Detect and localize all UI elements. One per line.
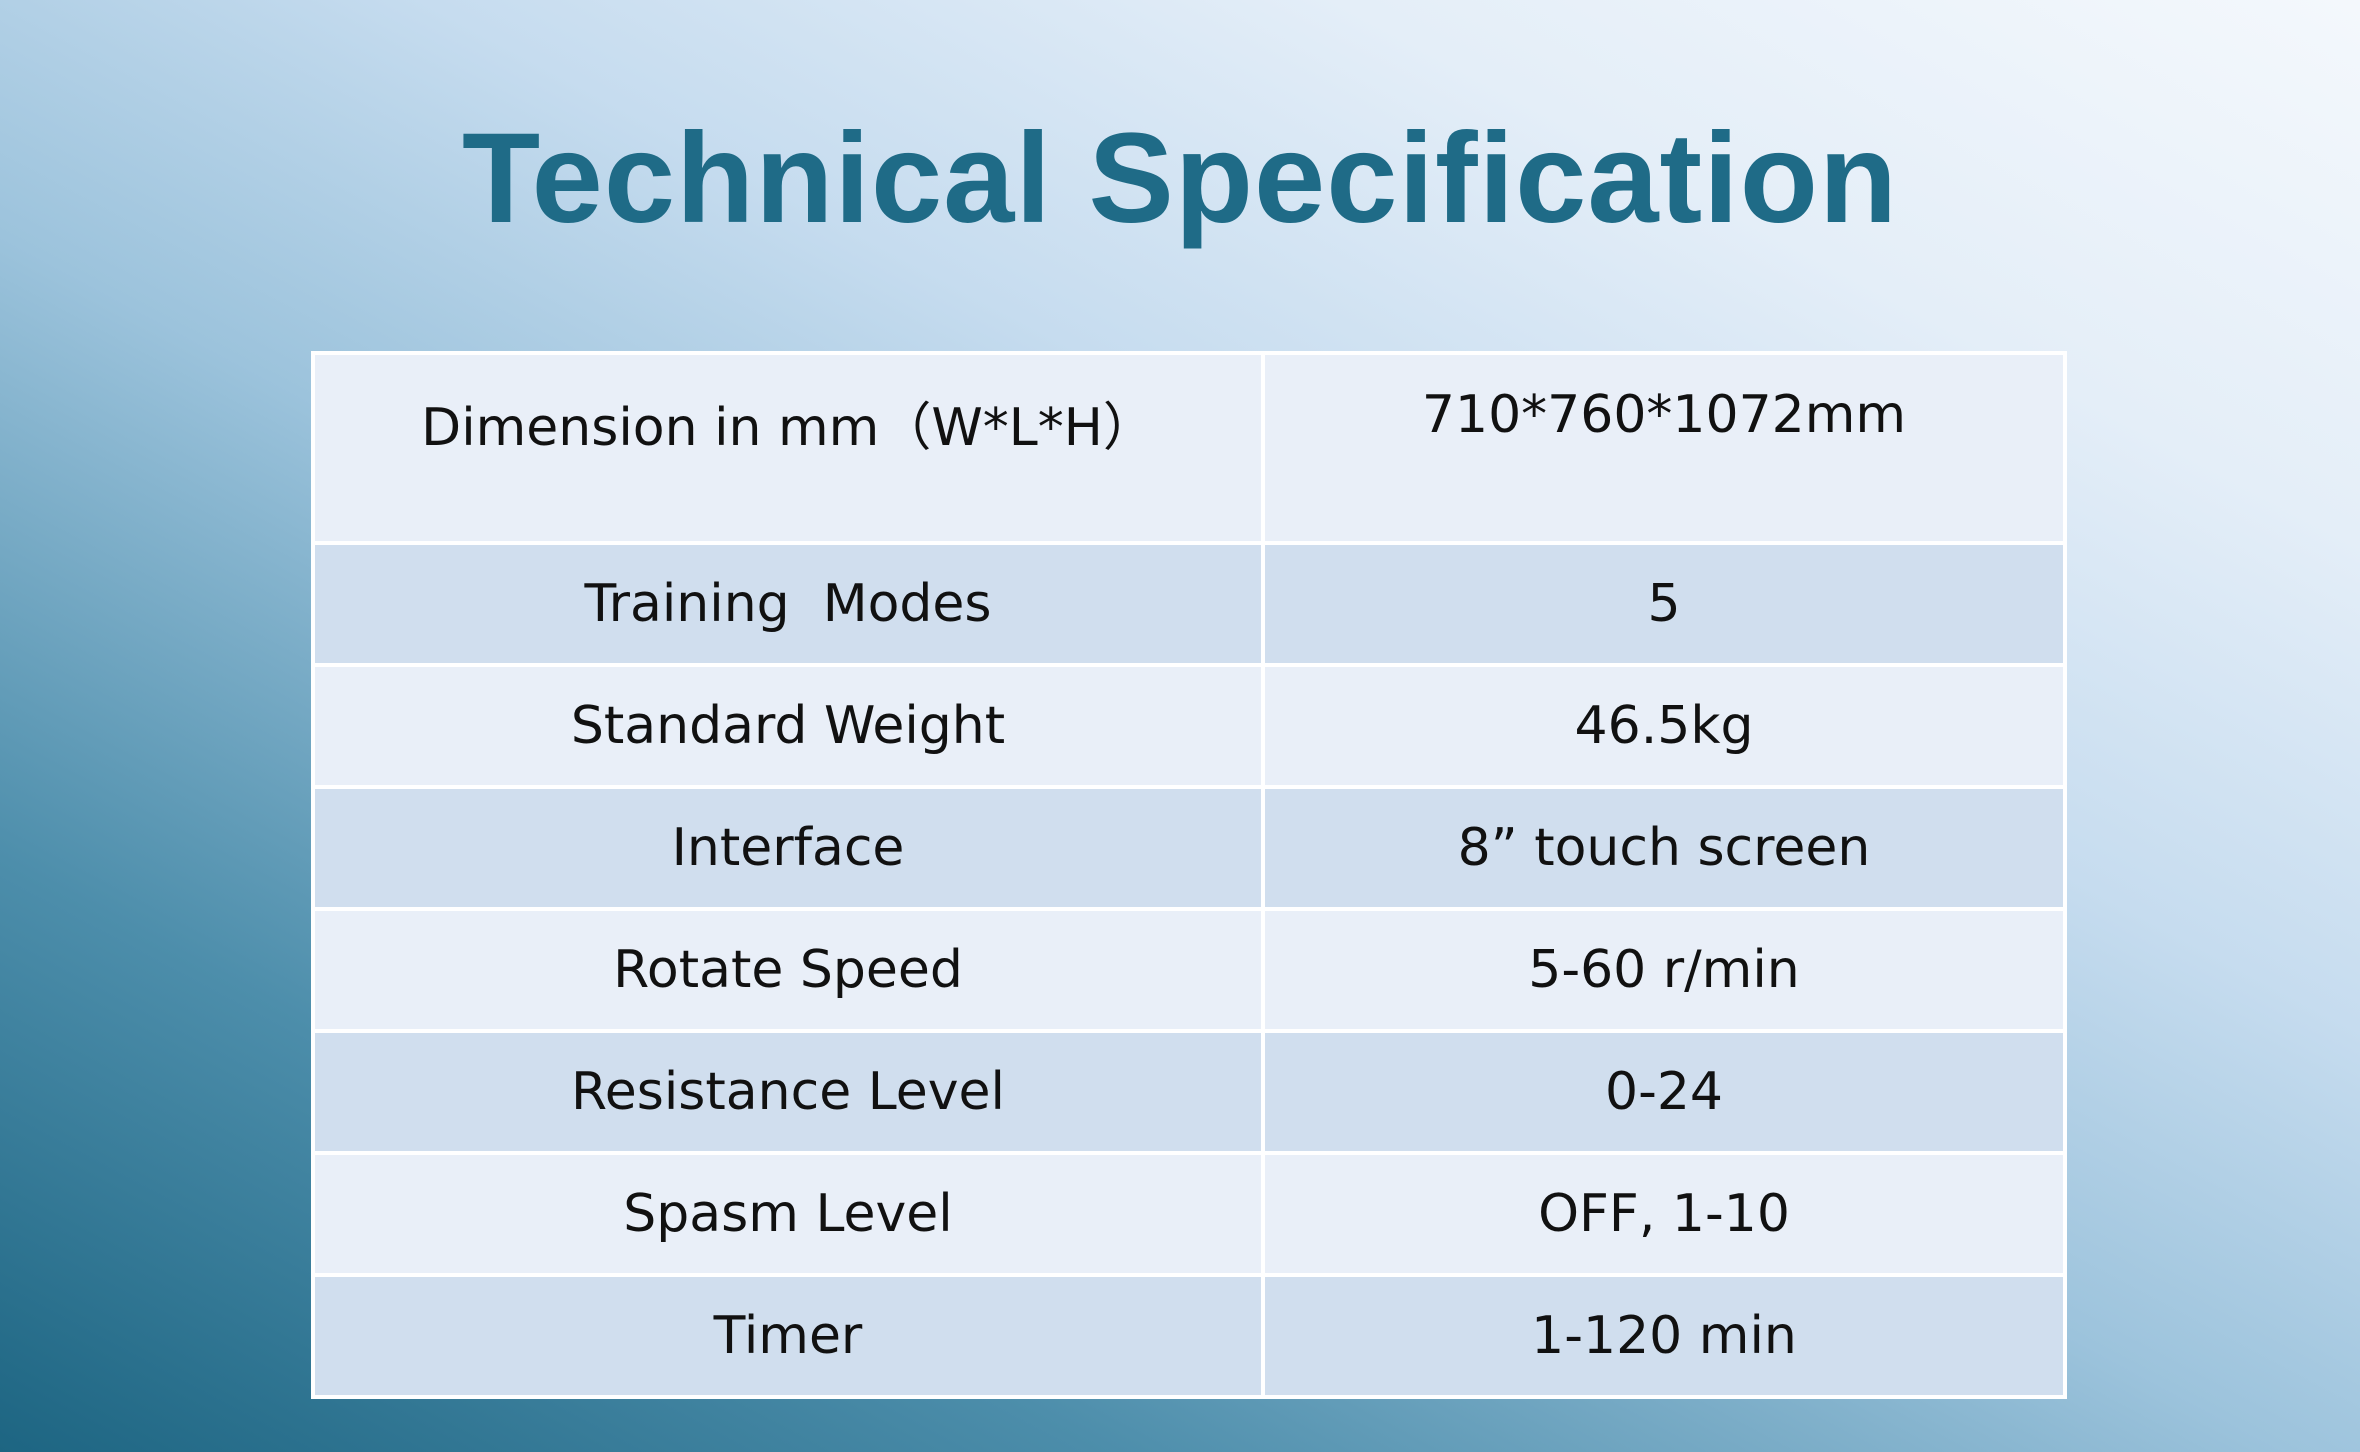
spec-label: Standard Weight: [311, 663, 1265, 789]
spec-label: Interface: [311, 785, 1265, 911]
spec-row: Timer 1-120 min: [311, 1273, 2067, 1399]
spec-value: 8” touch screen: [1261, 785, 2067, 911]
spec-row: Resistance Level 0-24: [311, 1029, 2067, 1155]
spec-value: 1-120 min: [1261, 1273, 2067, 1399]
spec-row: Training Modes 5: [311, 541, 2067, 667]
spec-table: Dimension in mm（W*L*H） 710*760*1072mm Trai…: [311, 351, 2067, 1399]
spec-label: Training Modes: [311, 541, 1265, 667]
spec-label: Spasm Level: [311, 1151, 1265, 1277]
spec-row: Rotate Speed 5-60 r/min: [311, 907, 2067, 1033]
spec-value: 5: [1261, 541, 2067, 667]
spec-row: Spasm Level OFF, 1-10: [311, 1151, 2067, 1277]
spec-value: 0-24: [1261, 1029, 2067, 1155]
spec-row: Interface 8” touch screen: [311, 785, 2067, 911]
spec-label: Dimension in mm（W*L*H）: [311, 351, 1265, 545]
spec-label: Resistance Level: [311, 1029, 1265, 1155]
spec-label: Rotate Speed: [311, 907, 1265, 1033]
spec-value: OFF, 1-10: [1261, 1151, 2067, 1277]
spec-label: Timer: [311, 1273, 1265, 1399]
spec-value: 5-60 r/min: [1261, 907, 2067, 1033]
spec-value: 710*760*1072mm: [1261, 351, 2067, 545]
spec-row: Dimension in mm（W*L*H） 710*760*1072mm: [311, 351, 2067, 545]
slide-title: Technical Specification: [461, 107, 1899, 250]
spec-value: 46.5kg: [1261, 663, 2067, 789]
spec-row: Standard Weight 46.5kg: [311, 663, 2067, 789]
